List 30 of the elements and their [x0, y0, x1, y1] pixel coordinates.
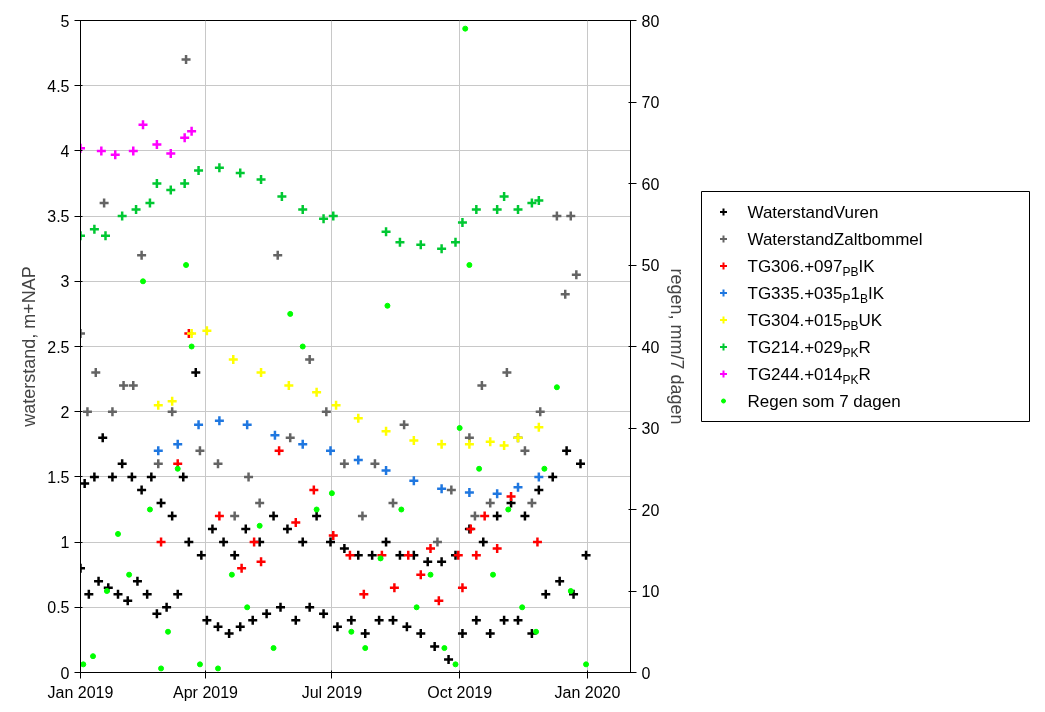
- y2-tick-label: 0: [641, 664, 651, 682]
- y2-tick-label: 20: [641, 501, 660, 519]
- x-tick-label: Jul 2019: [301, 683, 363, 701]
- x-tick-label: Jan 2020: [554, 683, 621, 701]
- y-tick-label: 0.5: [47, 599, 70, 617]
- legend-label: Regen som 7 dagen: [747, 391, 901, 411]
- y-tick-label: 3.5: [47, 208, 70, 226]
- y2-tick-label: 50: [641, 257, 660, 274]
- y2-tick-label: 10: [641, 583, 660, 600]
- y-tick-label: 2.5: [47, 338, 70, 356]
- y2-tick-label: 40: [641, 338, 660, 356]
- y-tick-label: 1: [60, 534, 70, 552]
- y-tick-label: 3: [60, 273, 70, 291]
- y2-tick-label: 60: [641, 175, 660, 193]
- x-tick-label: Jan 2019: [47, 683, 114, 701]
- legend-label: WaterstandVuren: [747, 202, 879, 222]
- y-tick-label: 5: [60, 12, 70, 30]
- y2-tick-label: 80: [641, 12, 660, 30]
- x-tick-label: Oct 2019: [427, 683, 493, 701]
- y-tick-label: 4: [60, 142, 70, 160]
- y-tick-label: 2: [60, 403, 70, 421]
- y2-tick-label: 70: [641, 94, 660, 111]
- y2-tick-label: 30: [641, 420, 660, 437]
- y2-axis-title: regen, mm/7 dagen: [667, 268, 688, 425]
- x-tick-label: Apr 2019: [173, 683, 239, 701]
- legend-label: WaterstandZaltbommel: [747, 229, 923, 249]
- y-axis-title: waterstand, m+NAP: [19, 266, 40, 428]
- y-tick-label: 0: [60, 664, 70, 682]
- y-tick-label: 1.5: [47, 468, 70, 486]
- y-tick-label: 4.5: [47, 77, 70, 95]
